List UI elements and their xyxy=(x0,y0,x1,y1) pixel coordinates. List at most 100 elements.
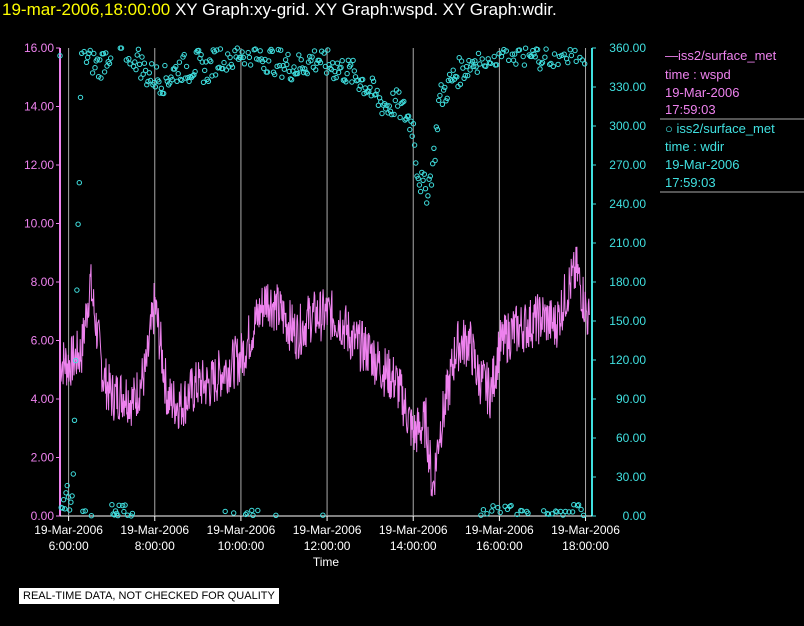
wdir-point xyxy=(274,63,280,70)
wdir-point xyxy=(579,57,585,63)
wdir-point xyxy=(525,510,531,516)
wdir-point xyxy=(257,48,263,54)
wdir-point xyxy=(465,72,471,79)
wdir-point xyxy=(389,111,395,118)
wdir-point xyxy=(205,78,212,85)
wdir-point xyxy=(543,46,549,52)
wdir-point xyxy=(133,66,139,73)
wdir-point xyxy=(329,60,336,66)
wdir-point xyxy=(200,79,207,86)
wdir-point xyxy=(76,180,83,186)
wdir-point xyxy=(416,182,423,188)
wdir-point xyxy=(227,54,233,61)
wdir-point xyxy=(568,52,575,59)
wdir-point xyxy=(401,98,407,105)
left-tick-label: 10.00 xyxy=(24,217,54,231)
wdir-point xyxy=(199,59,206,65)
wdir-point xyxy=(428,182,435,188)
wdir-point xyxy=(209,73,215,79)
title-graphs: XY Graph:xy-grid. XY Graph:wspd. XY Grap… xyxy=(174,0,557,19)
quality-disclaimer: REAL-TIME DATA, NOT CHECKED FOR QUALITY xyxy=(19,588,279,604)
wdir-point xyxy=(345,57,351,63)
legend-series2-name: ○ iss2/surface_met xyxy=(665,121,775,136)
wdir-point xyxy=(357,83,363,89)
wdir-point xyxy=(186,78,192,85)
wdir-point xyxy=(304,70,310,77)
title-timestamp: 19-mar-2006,18:00:00 xyxy=(2,0,171,19)
wdir-point xyxy=(510,57,517,63)
right-tick-label: 0.00 xyxy=(623,509,647,523)
wdir-point xyxy=(158,85,165,92)
wdir-point xyxy=(480,507,487,513)
wdir-point xyxy=(62,506,68,512)
legend-series1-time: 17:59:03 xyxy=(665,102,716,117)
wdir-point xyxy=(427,173,433,179)
wdir-point xyxy=(424,200,430,206)
wdir-point xyxy=(64,482,70,489)
wdir-point xyxy=(286,68,292,75)
wdir-point xyxy=(261,65,267,72)
wdir-point xyxy=(157,90,163,96)
wdir-point xyxy=(512,51,518,57)
wdir-point xyxy=(491,53,497,60)
wdir-point xyxy=(520,53,526,60)
wdir-point xyxy=(181,51,187,58)
wdir-point xyxy=(68,499,74,505)
wdir-point xyxy=(192,68,198,75)
wdir-point xyxy=(225,51,231,57)
wdir-point xyxy=(333,74,339,81)
wdir-point xyxy=(228,61,235,68)
x-tick-label-date: 19-Mar-2006 xyxy=(551,523,620,537)
wdir-point xyxy=(121,508,127,515)
legend-series1-var: time : wspd xyxy=(665,67,731,82)
wdir-point xyxy=(343,79,349,85)
wdir-point xyxy=(176,59,183,65)
wdir-point xyxy=(269,48,275,54)
wdir-point xyxy=(229,64,236,70)
wdir-point xyxy=(139,54,145,60)
wdir-point xyxy=(580,512,587,518)
wdir-point xyxy=(264,69,271,75)
wdir-point xyxy=(405,113,412,119)
x-tick-label-time: 18:00:00 xyxy=(562,539,609,553)
wdir-point xyxy=(81,48,87,55)
wdir-point xyxy=(560,512,566,518)
wdir-point xyxy=(380,102,386,108)
wdir-point xyxy=(57,53,63,59)
wdir-point xyxy=(134,52,140,58)
legend-series1-date: 19-Mar-2006 xyxy=(665,85,740,100)
wdir-point xyxy=(285,51,291,58)
wdir-point xyxy=(548,60,554,67)
wdir-point xyxy=(91,50,97,57)
wdir-point xyxy=(146,70,153,76)
wdir-point xyxy=(567,47,573,53)
right-tick-label: 360.00 xyxy=(609,41,646,55)
wdir-point xyxy=(116,502,122,508)
left-tick-label: 4.00 xyxy=(31,392,55,406)
wdir-point xyxy=(247,62,254,68)
x-tick-label-time: 10:00:00 xyxy=(218,539,265,553)
wdir-point xyxy=(432,157,438,164)
wdir-point xyxy=(94,56,101,62)
wdir-point xyxy=(415,175,421,182)
wdir-point xyxy=(250,512,256,518)
wdir-point xyxy=(348,62,354,68)
left-tick-label: 14.00 xyxy=(24,100,54,114)
right-tick-label: 120.00 xyxy=(609,353,646,367)
wdir-point xyxy=(368,93,374,99)
wdir-point xyxy=(457,81,464,88)
wdir-point xyxy=(356,86,362,93)
wdir-point xyxy=(294,70,301,77)
x-axis-label: Time xyxy=(313,555,340,569)
left-tick-label: 16.00 xyxy=(24,41,54,55)
wdir-point xyxy=(152,84,159,90)
wdir-point xyxy=(448,76,454,83)
wdir-point xyxy=(462,72,468,79)
right-tick-label: 270.00 xyxy=(609,158,646,172)
wdir-point xyxy=(541,508,547,514)
wdir-point xyxy=(461,75,467,82)
x-tick-label-date: 19-Mar-2006 xyxy=(207,523,276,537)
left-tick-label: 2.00 xyxy=(31,451,55,465)
wdir-point xyxy=(239,49,245,55)
wdir-point xyxy=(245,49,251,56)
